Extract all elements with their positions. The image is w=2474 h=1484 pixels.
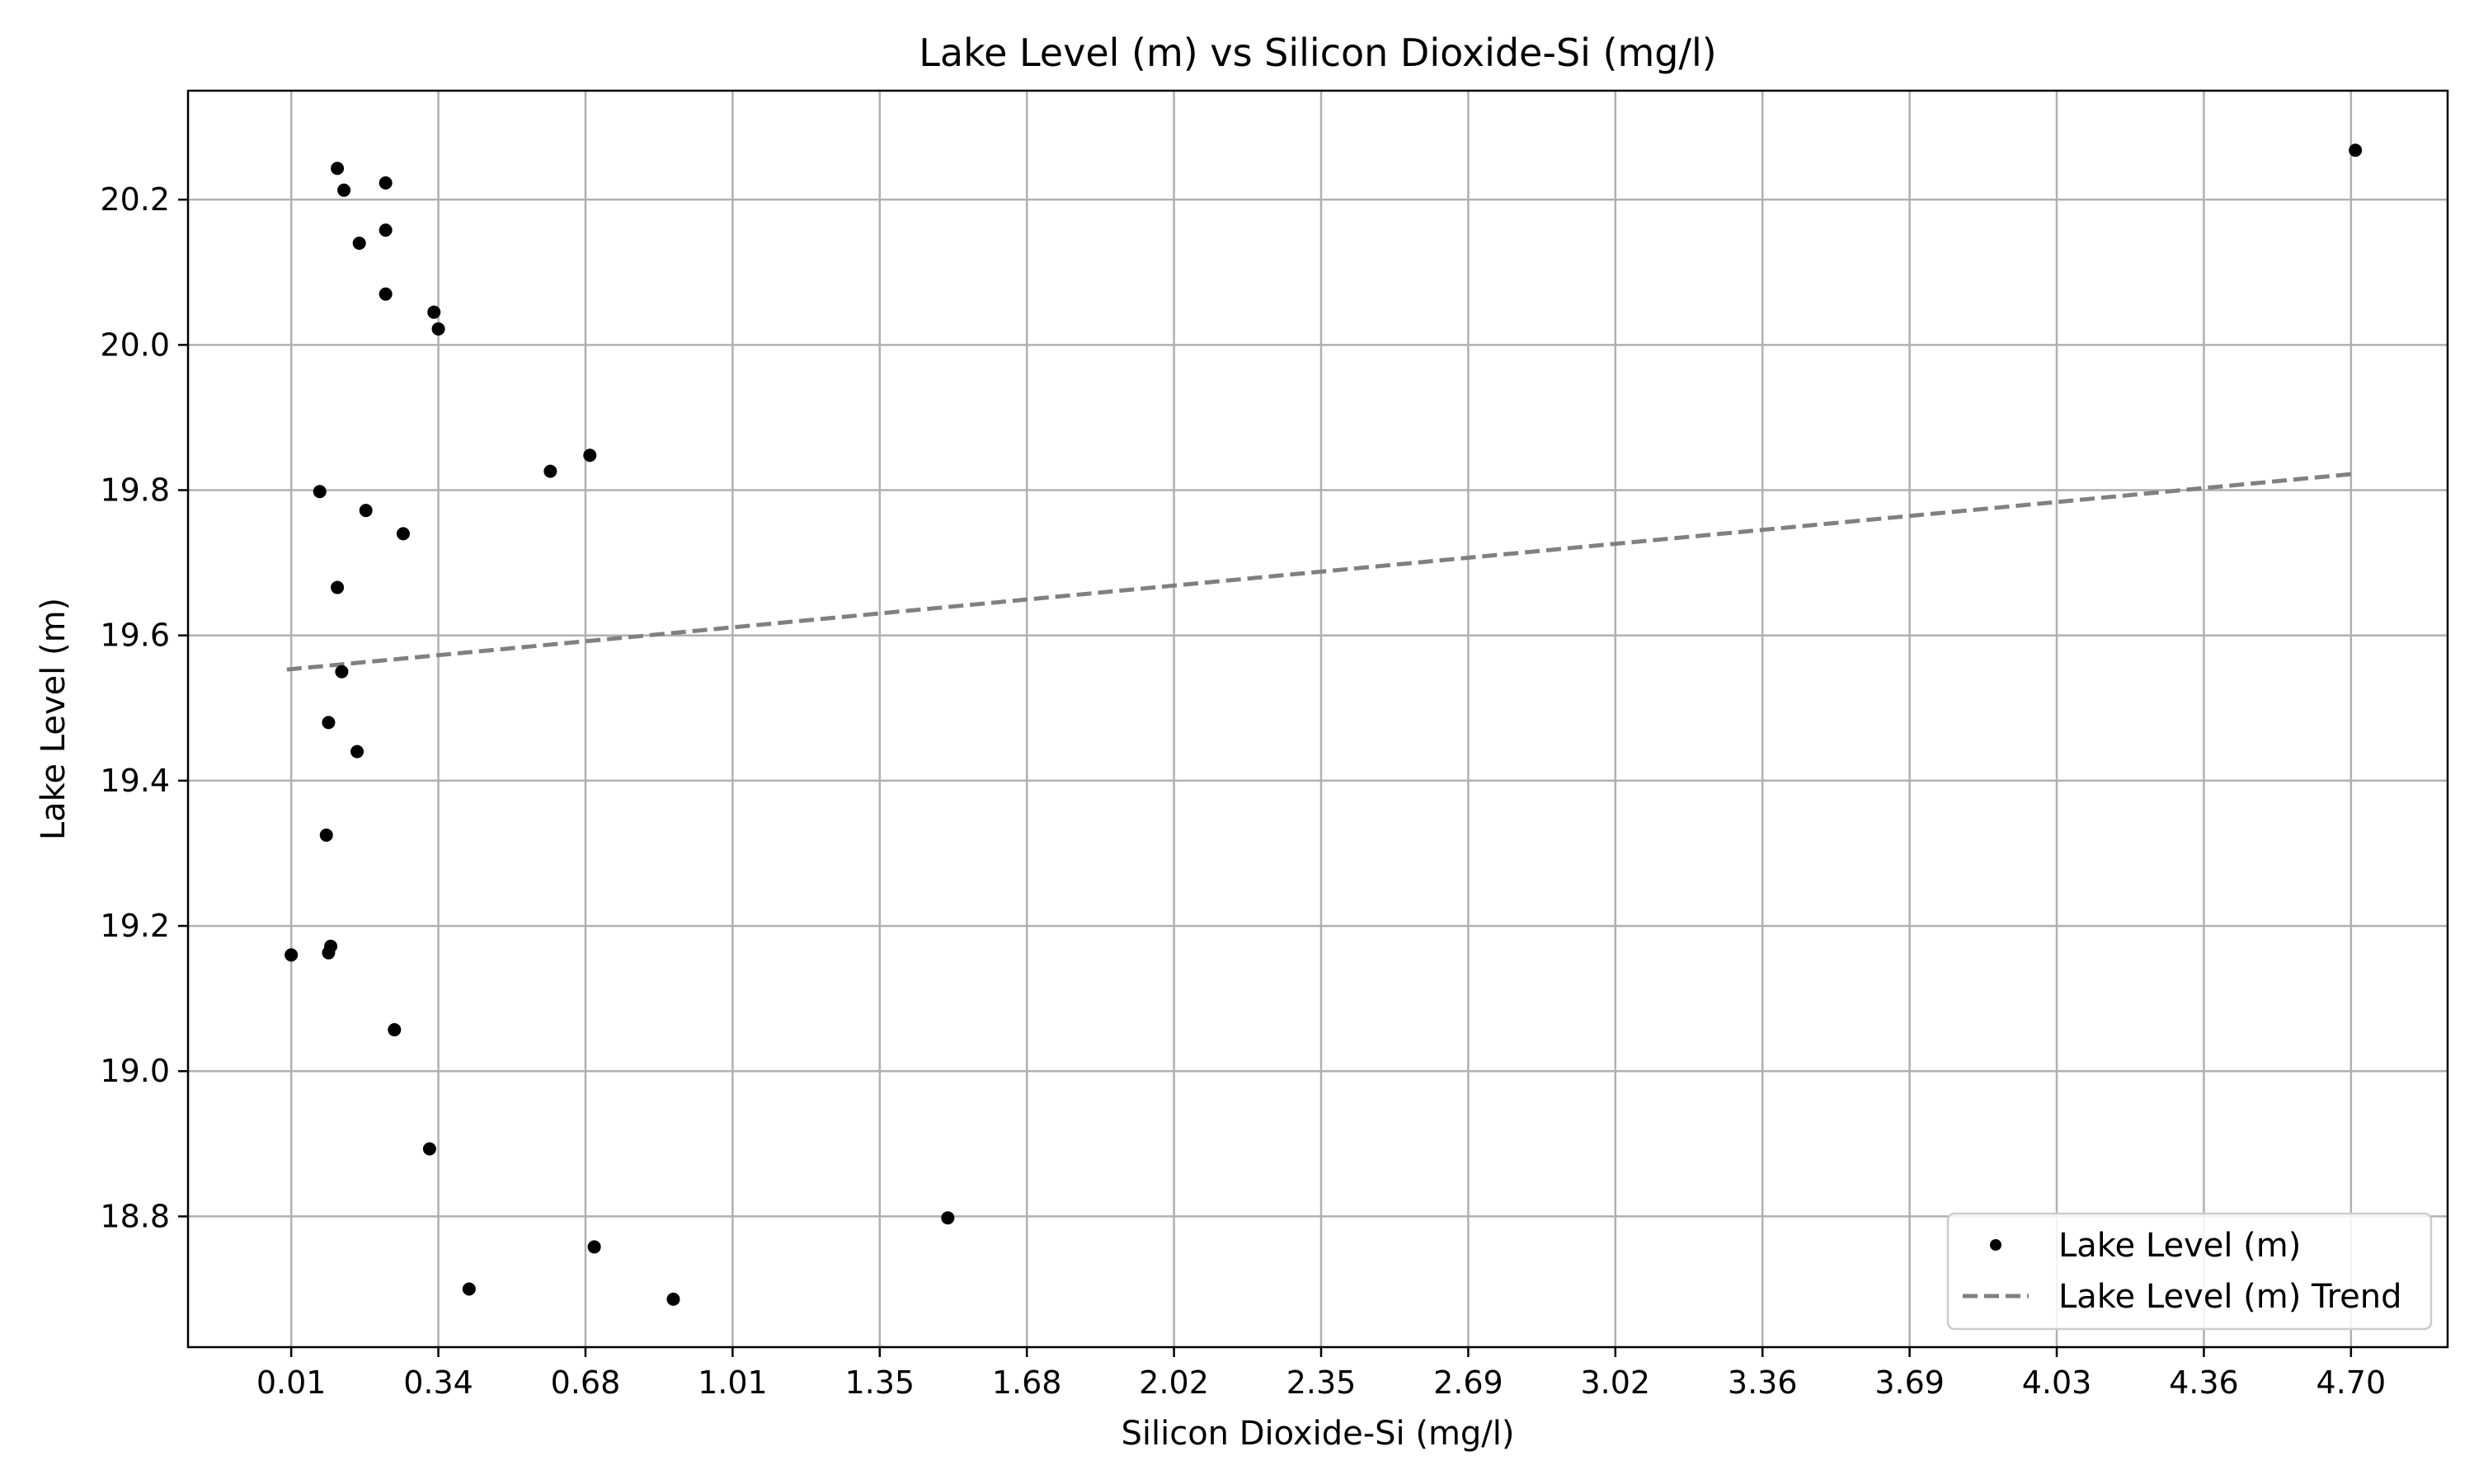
scatter-points (285, 143, 2363, 1306)
x-tick-label: 3.02 (1581, 1364, 1651, 1401)
y-axis-label: Lake Level (m) (35, 598, 73, 840)
scatter-point (337, 183, 351, 197)
scatter-point (379, 223, 393, 237)
scatter-point (543, 464, 557, 478)
x-tick-label: 1.35 (844, 1364, 915, 1401)
scatter-point (587, 1240, 601, 1254)
x-tick-label: 0.68 (551, 1364, 621, 1401)
legend-label-trend: Lake Level (m) Trend (2058, 1278, 2402, 1316)
x-tick-label: 4.03 (2022, 1364, 2092, 1401)
scatter-point (331, 580, 345, 594)
scatter-point (427, 305, 441, 319)
scatter-point (352, 236, 366, 250)
y-tick-label: 19.2 (100, 908, 170, 944)
scatter-point (388, 1023, 402, 1037)
x-tick-label: 0.34 (403, 1364, 473, 1401)
plot-frame (186, 89, 2449, 1349)
scatter-point (422, 1142, 436, 1156)
y-tick-label: 18.8 (100, 1198, 170, 1234)
scatter-point (313, 485, 327, 499)
chart-title: Lake Level (m) vs Silicon Dioxide-Si (mg… (919, 31, 1716, 75)
scatter-point (379, 287, 393, 301)
y-tick-label: 19.4 (100, 763, 170, 799)
scatter-point (941, 1211, 955, 1225)
x-tick-label: 3.69 (1874, 1364, 1945, 1401)
x-tick-label: 2.02 (1139, 1364, 1209, 1401)
trend-layer (286, 472, 2352, 672)
x-tick-label: 4.36 (2169, 1364, 2239, 1401)
trend-line (286, 472, 2352, 672)
x-axis-ticks: 0.01 0.34 0.68 1.01 1.35 1.68 2.02 2.35 2.69 3.02… (256, 1347, 2386, 1401)
scatter-point (319, 828, 333, 842)
legend-box (1946, 1212, 2433, 1331)
x-tick-label: 3.36 (1728, 1364, 1798, 1401)
scatter-point (350, 744, 365, 758)
x-tick-label: 4.70 (2316, 1364, 2387, 1401)
x-tick-label: 2.35 (1286, 1364, 1357, 1401)
scatter-point (331, 162, 345, 176)
x-tick-label: 0.01 (256, 1364, 327, 1401)
grid (188, 91, 2448, 1347)
x-tick-label: 1.68 (992, 1364, 1062, 1401)
x-tick-label: 2.69 (1433, 1364, 1503, 1401)
x-tick-label: 1.01 (698, 1364, 768, 1401)
scatter-point (285, 948, 299, 962)
scatter-point (322, 716, 336, 730)
scatter-point (335, 665, 349, 679)
scatter-point (396, 527, 410, 541)
y-tick-label: 19.0 (100, 1053, 170, 1089)
legend-scatter-marker (1990, 1239, 2001, 1251)
scatter-point (666, 1292, 680, 1306)
legend: Lake Level (m) Lake Level (m) Trend (1946, 1212, 2433, 1331)
legend-label-scatter: Lake Level (m) (2058, 1227, 2301, 1265)
y-tick-label: 19.8 (100, 472, 170, 509)
scatter-point (2349, 143, 2363, 157)
scatter-point (359, 504, 373, 518)
scatter-point (322, 946, 336, 960)
scatter-point (462, 1282, 476, 1296)
scatter-point (379, 176, 393, 190)
scatter-point (431, 322, 445, 336)
y-tick-label: 20.2 (100, 181, 170, 218)
y-axis-ticks: 18.8 19.0 19.2 19.4 19.6 19.8 20.0 20.2 (100, 181, 188, 1234)
y-tick-label: 20.0 (100, 326, 170, 363)
scatter-point (583, 448, 597, 463)
y-tick-label: 19.6 (100, 618, 170, 654)
x-axis-label: Silicon Dioxide-Si (mg/l) (1121, 1415, 1514, 1453)
